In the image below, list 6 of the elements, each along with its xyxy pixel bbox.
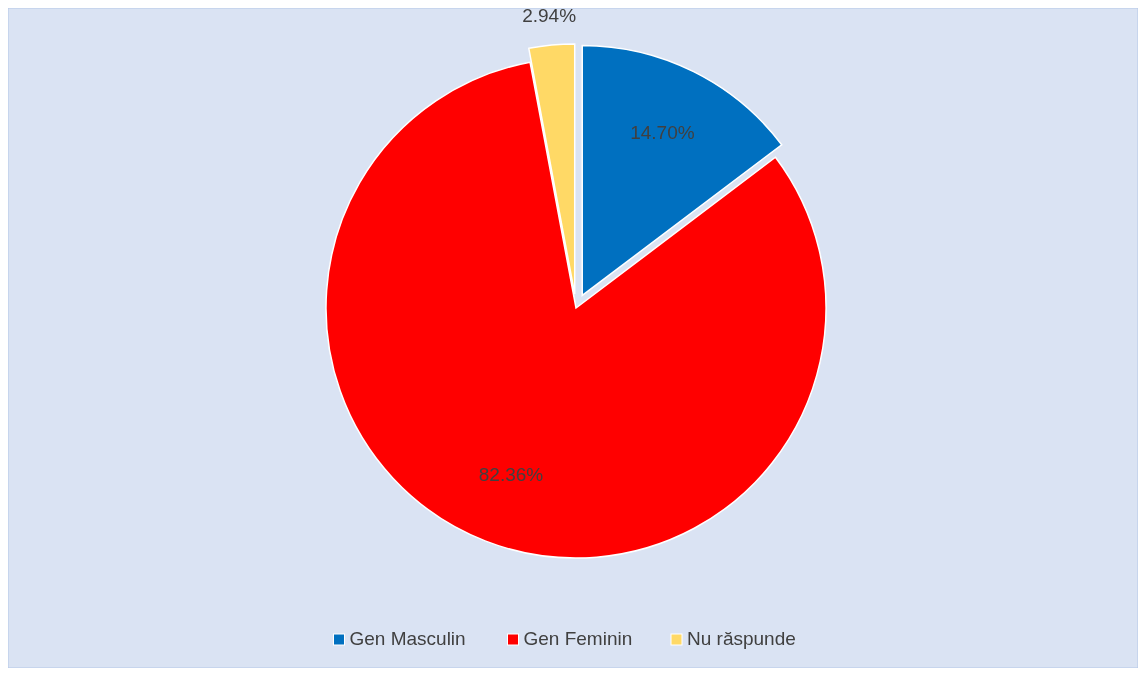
legend-label: Gen Masculin	[349, 628, 466, 650]
data-label: 14.70%	[630, 122, 695, 144]
data-label: 82.36%	[478, 463, 544, 485]
data-label: 2.94%	[522, 5, 577, 27]
legend-label: Gen Feminin	[523, 628, 633, 650]
legend-label: Nu răspunde	[687, 628, 796, 650]
